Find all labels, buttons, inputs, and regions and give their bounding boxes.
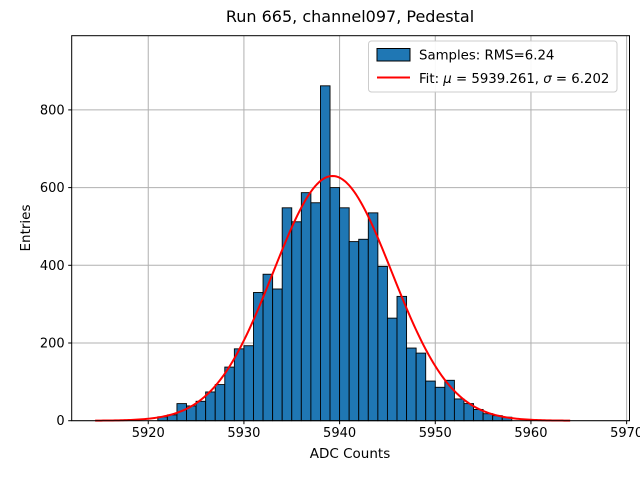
- chart-title: Run 665, channel097, Pedestal: [226, 7, 474, 26]
- svg-text:0: 0: [56, 414, 64, 429]
- y-axis-label: Entries: [18, 204, 34, 251]
- svg-text:5960: 5960: [514, 426, 547, 441]
- svg-text:5970: 5970: [610, 426, 640, 441]
- svg-text:600: 600: [40, 181, 65, 196]
- legend-samples-swatch: [376, 48, 411, 62]
- fit-curve: [95, 174, 571, 422]
- svg-text:5920: 5920: [132, 426, 165, 441]
- x-axis-label: ADC Counts: [310, 446, 390, 462]
- legend: Samples: RMS=6.24 Fit: μ = 5939.261, σ =…: [368, 40, 618, 93]
- svg-text:800: 800: [40, 103, 65, 118]
- y-axis-ticks: 0 200 400 600 800: [40, 103, 72, 429]
- svg-text:200: 200: [40, 337, 65, 352]
- legend-fit-label: Fit: μ = 5939.261, σ = 6.202: [419, 72, 609, 87]
- axes-frame: [71, 35, 630, 422]
- svg-text:5930: 5930: [227, 426, 260, 441]
- legend-frame: [368, 40, 618, 93]
- x-axis-ticks: 5920 5930 5940 5950 5960 5970: [132, 420, 640, 441]
- svg-text:400: 400: [40, 259, 65, 274]
- legend-samples-label: Samples: RMS=6.24: [419, 49, 554, 64]
- histogram-bars: [157, 85, 513, 422]
- svg-text:5940: 5940: [323, 426, 356, 441]
- svg-text:5950: 5950: [419, 426, 452, 441]
